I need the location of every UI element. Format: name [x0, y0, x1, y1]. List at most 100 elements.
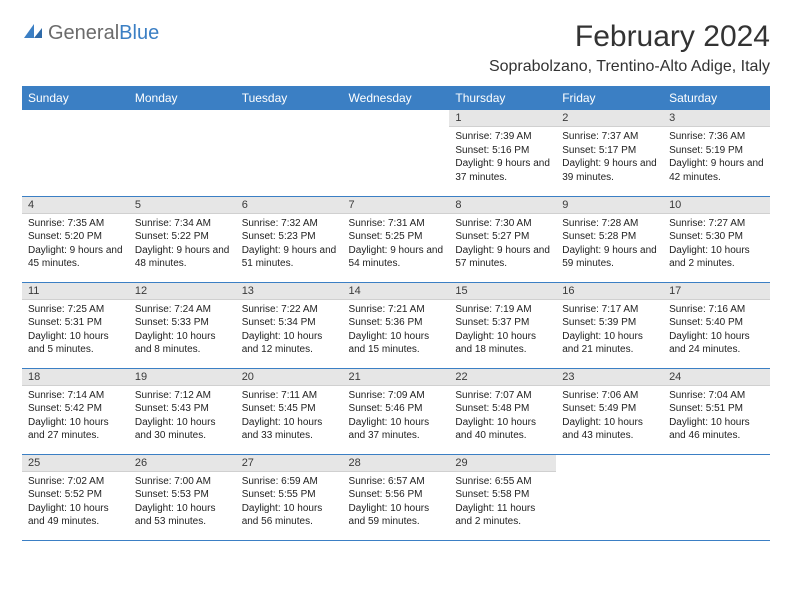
- day-number: 16: [556, 283, 663, 300]
- day-body: Sunrise: 7:11 AMSunset: 5:45 PMDaylight:…: [236, 386, 343, 447]
- day-number: 27: [236, 455, 343, 472]
- sunrise-line: Sunrise: 7:06 AM: [562, 389, 657, 403]
- day-number: 11: [22, 283, 129, 300]
- sunrise-line: Sunrise: 6:57 AM: [349, 475, 444, 489]
- sunrise-line: Sunrise: 7:34 AM: [135, 217, 230, 231]
- calendar-cell: 3 Sunrise: 7:36 AMSunset: 5:19 PMDaylight…: [663, 110, 770, 196]
- sunset-line: Sunset: 5:53 PM: [135, 488, 230, 502]
- daylight-line: Daylight: 11 hours and 2 minutes.: [455, 502, 550, 529]
- calendar-table: SundayMondayTuesdayWednesdayThursdayFrid…: [22, 86, 770, 541]
- sunset-line: Sunset: 5:40 PM: [669, 316, 764, 330]
- logo-prefix: General: [48, 22, 119, 44]
- calendar-row: 18Sunrise: 7:14 AMSunset: 5:42 PMDayligh…: [22, 368, 770, 454]
- day-number: 25: [22, 455, 129, 472]
- daylight-line: Daylight: 10 hours and 46 minutes.: [669, 416, 764, 443]
- sunrise-line: Sunrise: 7:24 AM: [135, 303, 230, 317]
- sunrise-line: Sunrise: 7:14 AM: [28, 389, 123, 403]
- sunset-line: Sunset: 5:17 PM: [562, 144, 657, 158]
- calendar-row: 11Sunrise: 7:25 AMSunset: 5:31 PMDayligh…: [22, 282, 770, 368]
- sunset-line: Sunset: 5:33 PM: [135, 316, 230, 330]
- day-number: 28: [343, 455, 450, 472]
- weekday-header: Thursday: [449, 86, 556, 110]
- sunset-line: Sunset: 5:34 PM: [242, 316, 337, 330]
- day-number: 8: [449, 197, 556, 214]
- calendar-cell: 7Sunrise: 7:31 AMSunset: 5:25 PMDaylight…: [343, 196, 450, 282]
- calendar-cell: [663, 454, 770, 540]
- day-number: 21: [343, 369, 450, 386]
- calendar-cell: 11Sunrise: 7:25 AMSunset: 5:31 PMDayligh…: [22, 282, 129, 368]
- sunset-line: Sunset: 5:16 PM: [455, 144, 550, 158]
- weekday-row: SundayMondayTuesdayWednesdayThursdayFrid…: [22, 86, 770, 110]
- sunset-line: Sunset: 5:31 PM: [28, 316, 123, 330]
- sunset-line: Sunset: 5:30 PM: [669, 230, 764, 244]
- day-number: 13: [236, 283, 343, 300]
- day-number: 10: [663, 197, 770, 214]
- sunrise-line: Sunrise: 7:36 AM: [669, 130, 764, 144]
- day-body: Sunrise: 7:32 AMSunset: 5:23 PMDaylight:…: [236, 214, 343, 275]
- sunset-line: Sunset: 5:46 PM: [349, 402, 444, 416]
- day-number: 15: [449, 283, 556, 300]
- calendar-cell: 14Sunrise: 7:21 AMSunset: 5:36 PMDayligh…: [343, 282, 450, 368]
- day-body: Sunrise: 6:55 AMSunset: 5:58 PMDaylight:…: [449, 472, 556, 533]
- sunrise-line: Sunrise: 7:09 AM: [349, 389, 444, 403]
- day-body: Sunrise: 7:02 AMSunset: 5:52 PMDaylight:…: [22, 472, 129, 533]
- sunset-line: Sunset: 5:23 PM: [242, 230, 337, 244]
- daylight-line: Daylight: 9 hours and 39 minutes.: [562, 157, 657, 184]
- calendar-cell: 9Sunrise: 7:28 AMSunset: 5:28 PMDaylight…: [556, 196, 663, 282]
- daylight-line: Daylight: 10 hours and 12 minutes.: [242, 330, 337, 357]
- location: Soprabolzano, Trentino-Alto Adige, Italy: [489, 58, 770, 76]
- sunrise-line: Sunrise: 7:31 AM: [349, 217, 444, 231]
- logo-text: GeneralBlue: [48, 22, 159, 45]
- daylight-line: Daylight: 9 hours and 42 minutes.: [669, 157, 764, 184]
- calendar-cell: 16Sunrise: 7:17 AMSunset: 5:39 PMDayligh…: [556, 282, 663, 368]
- weekday-header: Monday: [129, 86, 236, 110]
- calendar-cell: 10Sunrise: 7:27 AMSunset: 5:30 PMDayligh…: [663, 196, 770, 282]
- day-number: 19: [129, 369, 236, 386]
- weekday-header: Wednesday: [343, 86, 450, 110]
- day-body: Sunrise: 7:22 AMSunset: 5:34 PMDaylight:…: [236, 300, 343, 361]
- daylight-line: Daylight: 10 hours and 5 minutes.: [28, 330, 123, 357]
- sunset-line: Sunset: 5:51 PM: [669, 402, 764, 416]
- day-number: 17: [663, 283, 770, 300]
- daylight-line: Daylight: 10 hours and 40 minutes.: [455, 416, 550, 443]
- calendar-cell: 2Sunrise: 7:37 AMSunset: 5:17 PMDaylight…: [556, 110, 663, 196]
- header: GeneralBlue February 2024 Soprabolzano, …: [22, 20, 770, 76]
- sunrise-line: Sunrise: 7:17 AM: [562, 303, 657, 317]
- day-number: 3: [663, 110, 770, 127]
- daylight-line: Daylight: 10 hours and 30 minutes.: [135, 416, 230, 443]
- day-body: Sunrise: 7:28 AMSunset: 5:28 PMDaylight:…: [556, 214, 663, 275]
- day-body: Sunrise: 7:37 AMSunset: 5:17 PMDaylight:…: [556, 127, 663, 188]
- daylight-line: Daylight: 9 hours and 54 minutes.: [349, 244, 444, 271]
- day-number: 26: [129, 455, 236, 472]
- calendar-row: 25Sunrise: 7:02 AMSunset: 5:52 PMDayligh…: [22, 454, 770, 540]
- weekday-header: Tuesday: [236, 86, 343, 110]
- sunrise-line: Sunrise: 7:28 AM: [562, 217, 657, 231]
- calendar-cell: 5Sunrise: 7:34 AMSunset: 5:22 PMDaylight…: [129, 196, 236, 282]
- sunrise-line: Sunrise: 6:59 AM: [242, 475, 337, 489]
- calendar-row: 4Sunrise: 7:35 AMSunset: 5:20 PMDaylight…: [22, 196, 770, 282]
- calendar-cell: [236, 110, 343, 196]
- calendar-cell: 17Sunrise: 7:16 AMSunset: 5:40 PMDayligh…: [663, 282, 770, 368]
- calendar-cell: 15Sunrise: 7:19 AMSunset: 5:37 PMDayligh…: [449, 282, 556, 368]
- day-number: 29: [449, 455, 556, 472]
- sunset-line: Sunset: 5:19 PM: [669, 144, 764, 158]
- logo-suffix: Blue: [119, 22, 159, 44]
- calendar-body: 1Sunrise: 7:39 AMSunset: 5:16 PMDaylight…: [22, 110, 770, 540]
- day-body: Sunrise: 7:31 AMSunset: 5:25 PMDaylight:…: [343, 214, 450, 275]
- day-body: Sunrise: 7:34 AMSunset: 5:22 PMDaylight:…: [129, 214, 236, 275]
- daylight-line: Daylight: 10 hours and 15 minutes.: [349, 330, 444, 357]
- daylight-line: Daylight: 9 hours and 48 minutes.: [135, 244, 230, 271]
- calendar-cell: 27Sunrise: 6:59 AMSunset: 5:55 PMDayligh…: [236, 454, 343, 540]
- sunrise-line: Sunrise: 7:02 AM: [28, 475, 123, 489]
- weekday-header: Saturday: [663, 86, 770, 110]
- sunset-line: Sunset: 5:56 PM: [349, 488, 444, 502]
- day-body: Sunrise: 7:04 AMSunset: 5:51 PMDaylight:…: [663, 386, 770, 447]
- day-body: Sunrise: 7:24 AMSunset: 5:33 PMDaylight:…: [129, 300, 236, 361]
- sunrise-line: Sunrise: 7:27 AM: [669, 217, 764, 231]
- sunrise-line: Sunrise: 7:21 AM: [349, 303, 444, 317]
- sunrise-line: Sunrise: 7:22 AM: [242, 303, 337, 317]
- sunrise-line: Sunrise: 7:39 AM: [455, 130, 550, 144]
- calendar-cell: 25Sunrise: 7:02 AMSunset: 5:52 PMDayligh…: [22, 454, 129, 540]
- sunrise-line: Sunrise: 7:32 AM: [242, 217, 337, 231]
- daylight-line: Daylight: 10 hours and 8 minutes.: [135, 330, 230, 357]
